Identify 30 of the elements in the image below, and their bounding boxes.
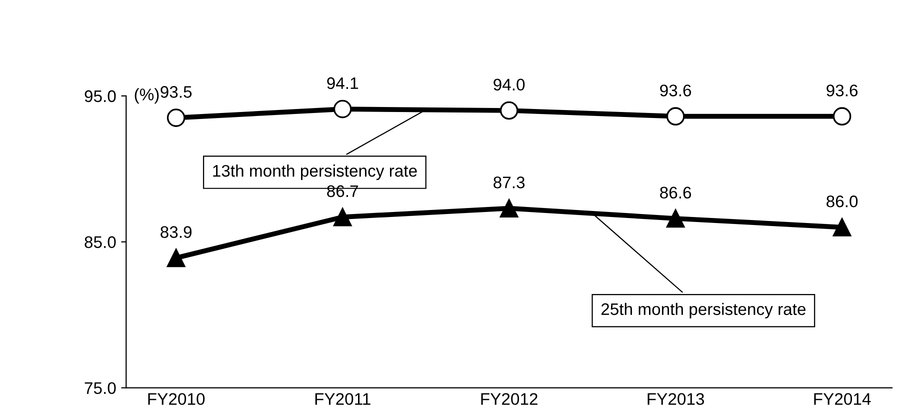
point — [832, 218, 852, 236]
text: 25th month persistency rate — [601, 302, 806, 318]
y-axis-title: (%) — [134, 88, 159, 104]
data-label: 86.0 — [826, 196, 858, 208]
data-label: 93.6 — [826, 84, 858, 96]
data-label: 94.0 — [494, 78, 525, 91]
point — [333, 100, 352, 118]
point — [166, 248, 186, 268]
x-tick-label: FY2011 — [315, 393, 370, 405]
point — [500, 101, 518, 120]
x-tick-label: FY2013 — [648, 393, 704, 405]
data-label: 93.5 — [160, 86, 192, 98]
data-label: 83.9 — [160, 226, 192, 238]
point — [832, 107, 852, 126]
x-tick-label: FY2012 — [481, 393, 538, 405]
data-label: 93.6 — [660, 84, 692, 96]
point — [333, 208, 352, 226]
y-tick-label: 95.0 — [84, 90, 116, 102]
y-tick-label: 75.0 — [84, 382, 116, 394]
point — [666, 209, 685, 228]
point — [166, 108, 186, 127]
point — [500, 199, 518, 218]
data-label: 87.3 — [494, 176, 525, 188]
x-tick-label: FY2010 — [148, 393, 205, 405]
data-label: 94.1 — [327, 77, 358, 90]
point — [666, 107, 685, 126]
data-label: 86.6 — [660, 186, 692, 199]
y-tick-label: 85.0 — [84, 236, 116, 248]
x-tick-label: FY2014 — [814, 393, 871, 405]
text: 13th month persistency rate — [213, 164, 417, 180]
